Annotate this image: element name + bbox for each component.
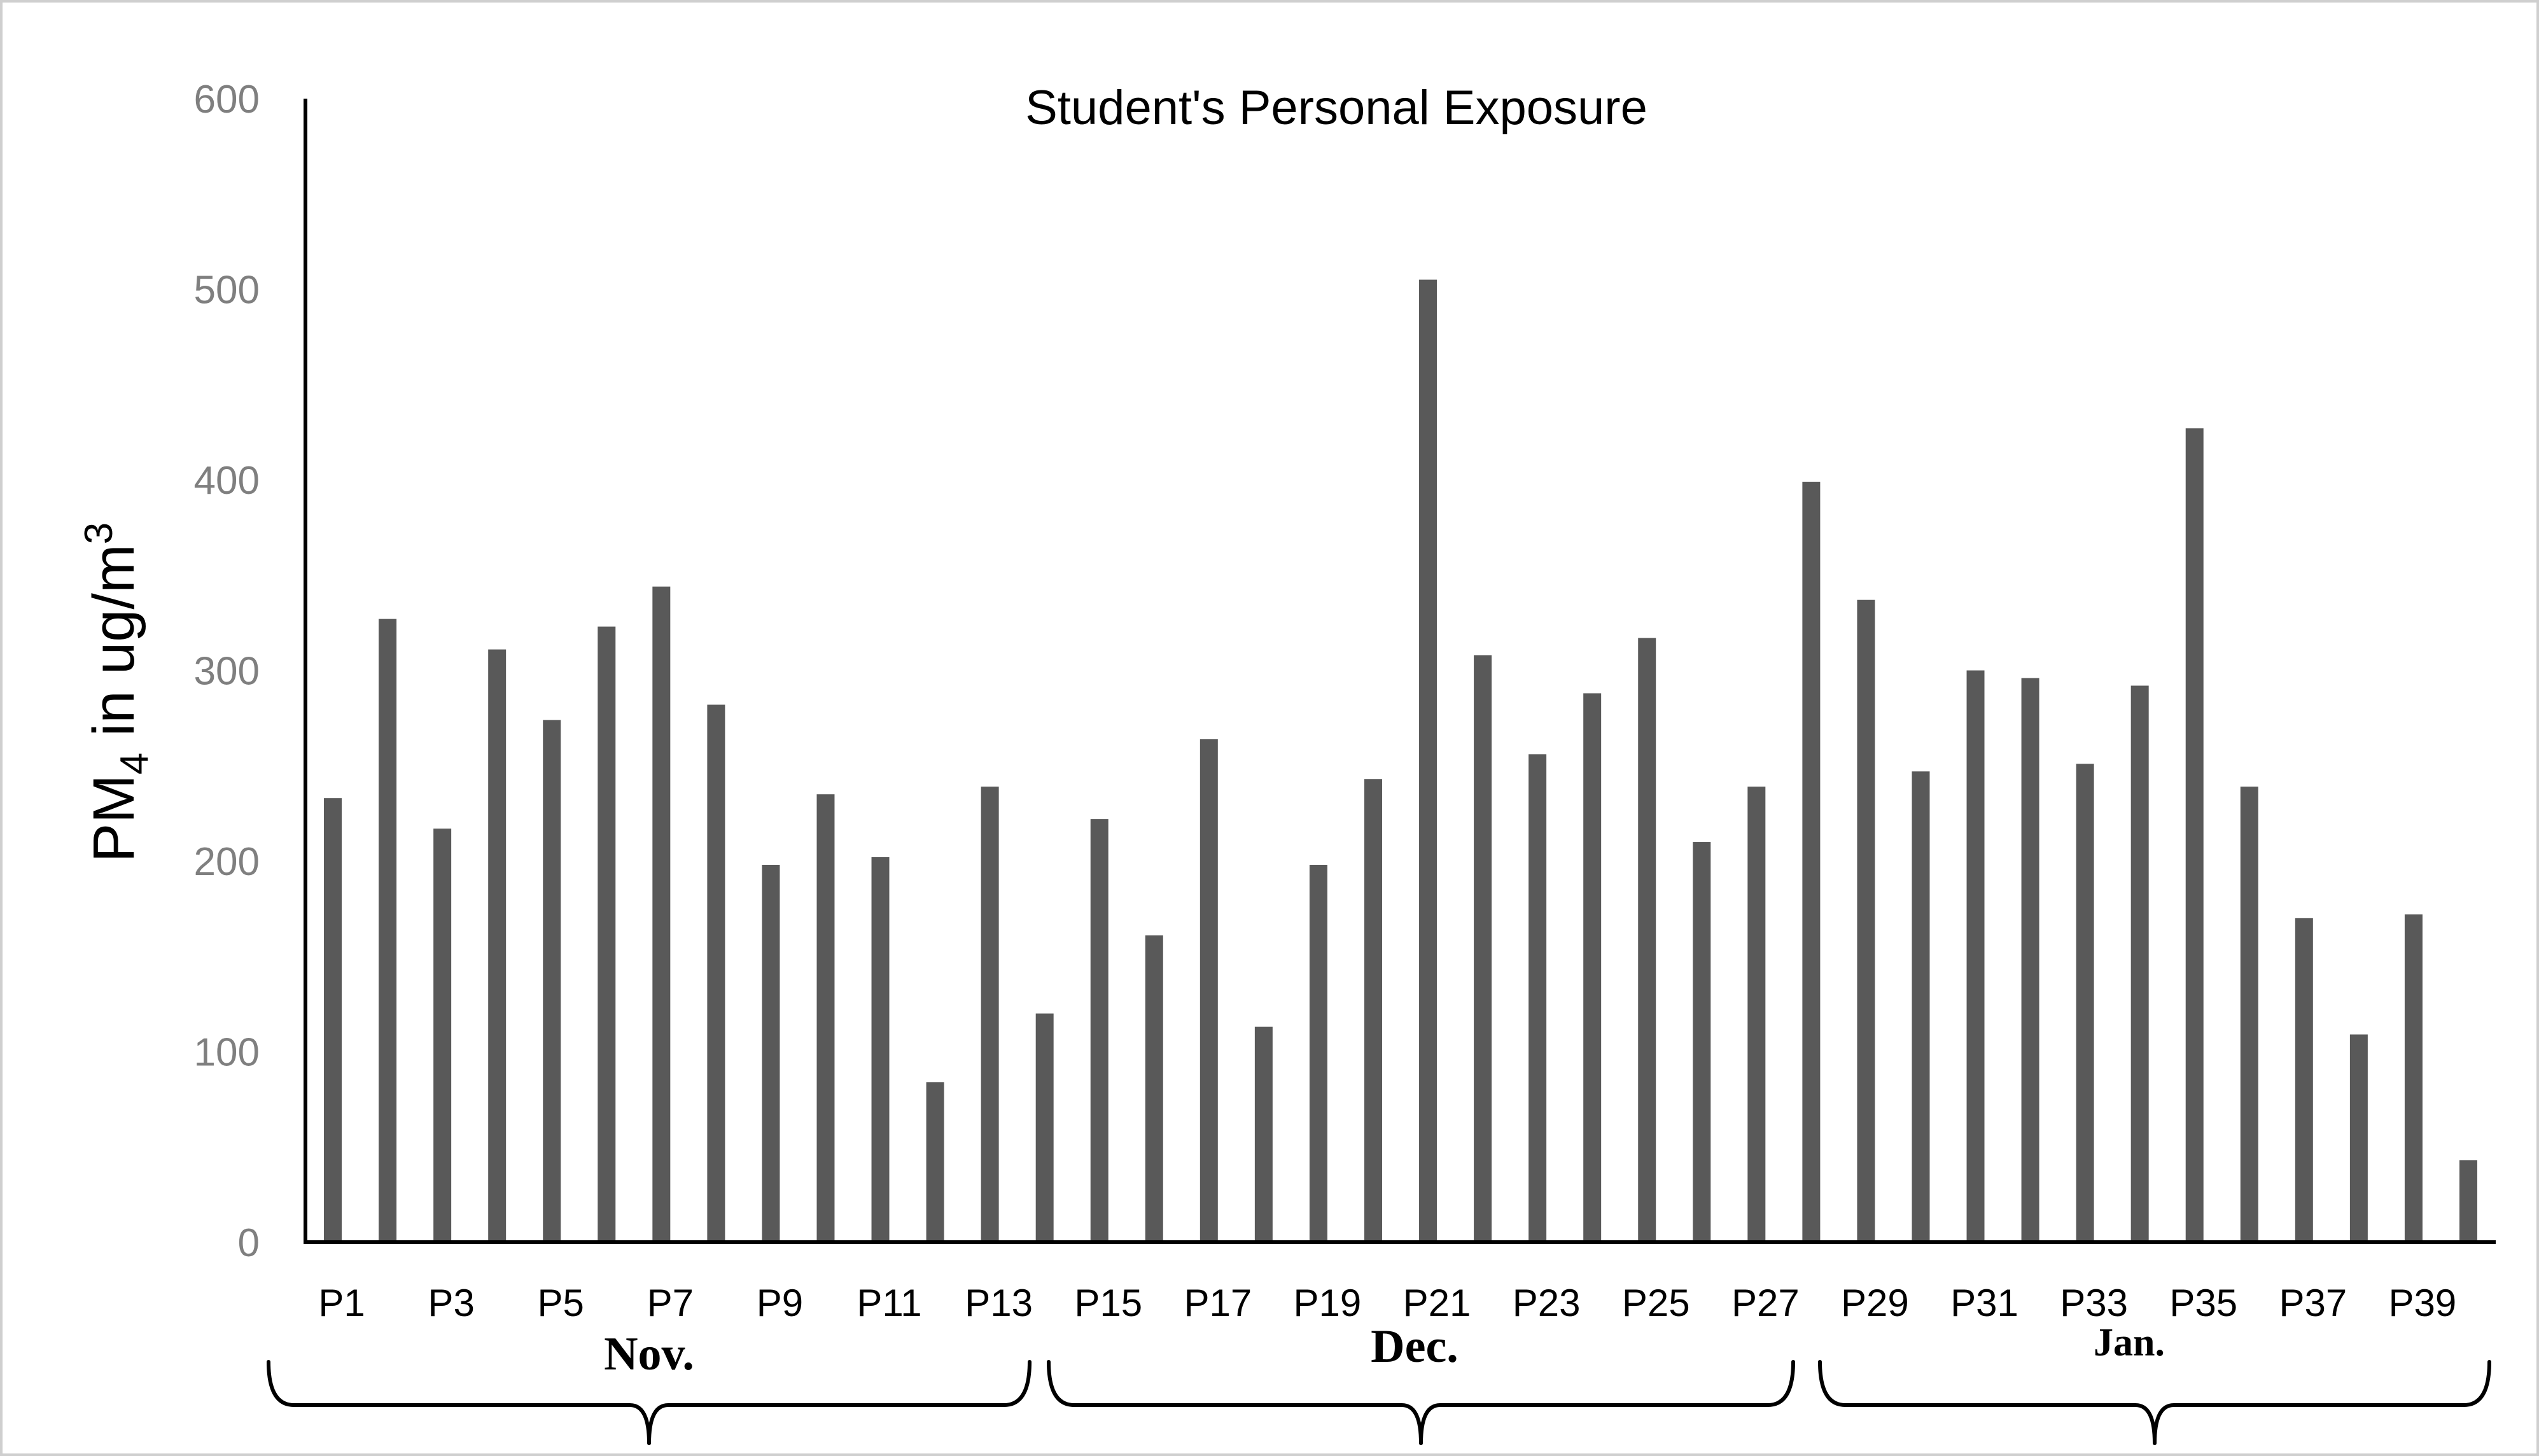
bar-p24 — [1583, 693, 1602, 1242]
x-tick-label: P23 — [1513, 1282, 1581, 1324]
x-tick-label: P21 — [1403, 1282, 1471, 1324]
brace-nov — [267, 1360, 1032, 1445]
bar-p12 — [926, 1082, 944, 1242]
bar-p4 — [488, 649, 507, 1242]
bar-p39 — [2404, 914, 2423, 1242]
x-tick-label: P29 — [1841, 1282, 1909, 1324]
bar-p23 — [1528, 754, 1547, 1242]
bar-p26 — [1693, 842, 1711, 1242]
bar-series — [324, 279, 2477, 1242]
bar-p40 — [2459, 1160, 2477, 1242]
bar-p10 — [816, 794, 835, 1242]
bar-p17 — [1200, 739, 1218, 1242]
x-tick-label: P13 — [965, 1282, 1033, 1324]
bar-p31 — [1966, 670, 1985, 1242]
bar-p19 — [1309, 864, 1327, 1242]
month-groups: Nov. Dec. Jan. — [267, 1320, 2491, 1445]
month-label: Jan. — [2094, 1321, 2165, 1364]
bar-p3 — [433, 829, 452, 1242]
y-tick-label: 200 — [194, 840, 260, 884]
bar-p1 — [324, 798, 342, 1242]
bar-p30 — [1912, 771, 1930, 1242]
brace-dec — [1047, 1360, 1795, 1445]
bar-p28 — [1802, 481, 1821, 1242]
x-tick-label: P25 — [1622, 1282, 1690, 1324]
x-tick-label: P3 — [428, 1282, 474, 1324]
bar-p18 — [1254, 1026, 1273, 1242]
y-tick-label: 300 — [194, 650, 260, 694]
x-tick-label: P1 — [318, 1282, 365, 1324]
bar-p25 — [1638, 638, 1656, 1242]
bar-p38 — [2349, 1034, 2368, 1242]
bar-p29 — [1857, 599, 1875, 1242]
x-tick-label: P33 — [2060, 1282, 2128, 1324]
bar-p21 — [1419, 279, 1437, 1242]
bar-p9 — [762, 864, 780, 1242]
bar-p27 — [1747, 787, 1766, 1242]
bar-p33 — [2076, 764, 2094, 1242]
x-tick-label: P35 — [2169, 1282, 2237, 1324]
y-tick-label: 0 — [238, 1221, 260, 1265]
y-tick-label: 400 — [194, 459, 260, 503]
bar-p34 — [2130, 685, 2149, 1242]
x-tick-label: P39 — [2389, 1282, 2457, 1324]
bar-p37 — [2295, 918, 2313, 1242]
month-label: Nov. — [604, 1328, 694, 1380]
bar-p7 — [652, 586, 671, 1242]
bar-p5 — [543, 720, 561, 1242]
bar-p15 — [1090, 819, 1109, 1242]
bar-p32 — [2021, 678, 2039, 1242]
x-tick-label: P11 — [857, 1282, 921, 1324]
chart-title: Student's Personal Exposure — [1025, 81, 1647, 135]
brace-jan — [1818, 1360, 2491, 1445]
bar-p35 — [2185, 428, 2204, 1242]
x-tick-label: P37 — [2279, 1282, 2347, 1324]
month-label: Dec. — [1371, 1320, 1458, 1373]
y-axis-ticks: 0 100 200 300 400 500 600 — [194, 78, 260, 1265]
y-tick-label: 500 — [194, 269, 260, 312]
x-tick-label: P27 — [1731, 1282, 1800, 1324]
bar-p13 — [981, 787, 999, 1242]
y-axis-label: PM4 in ug/m3 — [77, 522, 157, 862]
x-axis-ticks: P1 P3 P5 P7 P9 P11 P13 P15 P17 P19 P21 P23 P25 P27 P29… — [318, 1282, 2456, 1324]
x-tick-label: P15 — [1074, 1282, 1142, 1324]
x-tick-label: P19 — [1294, 1282, 1362, 1324]
y-tick-label: 100 — [194, 1031, 260, 1075]
x-tick-label: P7 — [647, 1282, 694, 1324]
x-tick-label: P31 — [1950, 1282, 2018, 1324]
x-tick-label: P5 — [538, 1282, 584, 1324]
x-tick-label: P17 — [1184, 1282, 1252, 1324]
bar-p11 — [871, 857, 890, 1242]
bar-p2 — [379, 619, 397, 1242]
bar-p14 — [1035, 1013, 1054, 1242]
y-tick-label: 600 — [194, 78, 260, 122]
bar-p36 — [2240, 787, 2258, 1242]
bar-p6 — [598, 626, 616, 1242]
bar-p22 — [1474, 655, 1492, 1242]
x-tick-label: P9 — [757, 1282, 803, 1324]
bar-p20 — [1364, 779, 1382, 1242]
bar-p16 — [1145, 935, 1163, 1242]
bar-p8 — [707, 704, 725, 1242]
